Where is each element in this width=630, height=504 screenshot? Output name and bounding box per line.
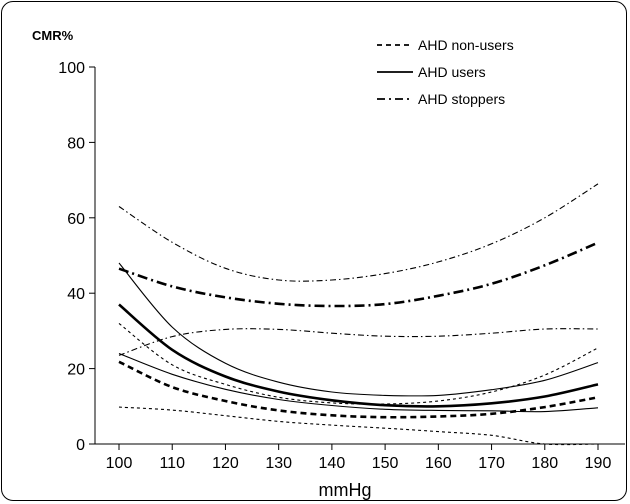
y-tick-label: 0 <box>76 437 85 454</box>
y-tick-label: 100 <box>58 60 85 77</box>
legend-label: AHD non-users <box>418 37 514 53</box>
legend-label: AHD stoppers <box>418 91 505 107</box>
legend-label: AHD users <box>418 64 486 80</box>
x-tick-label: 100 <box>106 455 133 472</box>
legend: AHD non-users AHD users AHD stoppers <box>377 37 514 107</box>
x-tick-label: 190 <box>585 455 612 472</box>
series-line-solid-lower-bound <box>118 352 599 413</box>
x-tick-label: 130 <box>265 455 292 472</box>
axes: 0 20 40 60 80 100 100 110 120 130 140 150 160 170 180 1… <box>58 60 625 472</box>
series-line-dashed-lower-bound <box>118 406 599 446</box>
x-tick-label: 170 <box>478 455 505 472</box>
x-tick-label: 160 <box>425 455 452 472</box>
y-tick-label: 40 <box>67 286 85 303</box>
y-tick-label: 80 <box>67 135 85 152</box>
series-lines <box>118 183 599 446</box>
y-tick-label: 20 <box>67 362 85 379</box>
series-line-solid-upper-bound <box>118 262 599 397</box>
series-line-ahd-stoppers <box>118 241 599 308</box>
x-axis-title: mmHg <box>319 480 372 500</box>
series-line-dash-dot-lower-bound <box>118 328 599 356</box>
series-line-dash-dot-upper-bound <box>118 183 599 282</box>
x-tick-label: 120 <box>212 455 239 472</box>
y-axis-title: CMR% <box>32 28 74 43</box>
x-tick-label: 110 <box>159 455 185 472</box>
series-line-dashed-upper-bound <box>118 322 599 405</box>
series-line-ahd-non-users <box>118 360 599 419</box>
x-tick-label: 150 <box>372 455 399 472</box>
x-tick-label: 180 <box>531 455 558 472</box>
series-line-ahd-users <box>118 303 599 408</box>
x-tick-label: 140 <box>319 455 346 472</box>
y-tick-label: 60 <box>67 211 85 228</box>
